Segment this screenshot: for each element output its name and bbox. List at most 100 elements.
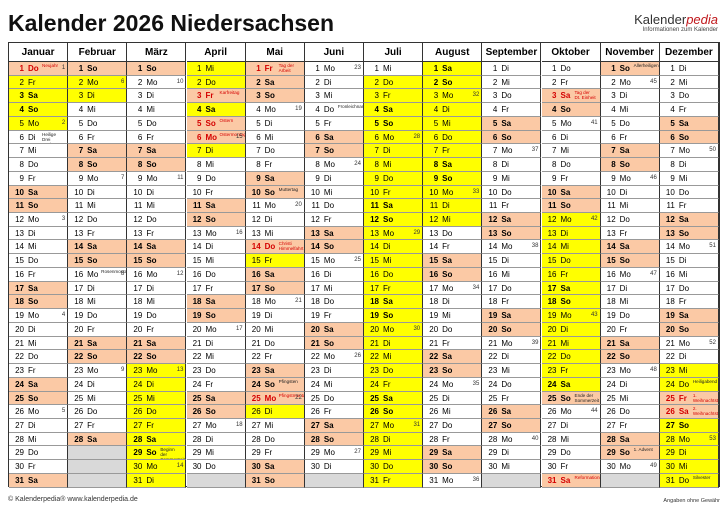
weekday: Mo [87,173,99,183]
day-cell: 19 Sa [659,309,719,323]
day-note: Ende der Sommerzeit [574,392,600,403]
day-number: 14 [251,242,261,252]
day-number: 4 [137,105,143,115]
weekday: Di [264,215,273,225]
weekday: So [442,462,453,472]
day-number: 21 [192,338,202,348]
weekday: So [146,64,157,73]
weekday: Di [146,187,154,197]
weekday: Fr [146,132,154,142]
week-number: 52 [709,339,716,346]
weekday: Sa [442,64,452,73]
week-number: 31 [413,421,421,428]
day-number: 12 [370,215,379,225]
day-number: 5 [670,118,675,128]
weekday: Fr [323,311,332,321]
weekday: Do [205,269,216,279]
day-number: 25 [488,393,498,403]
week-number: 25 [354,257,361,264]
day-cell: 13 Mo 29 [364,226,424,241]
day-number: 3 [78,91,84,101]
day-number: 25 [547,393,557,403]
day-cell: 3 Sa [9,89,69,104]
day-cell: 21 Fr [423,336,483,351]
day-number: 23 [370,366,379,376]
day-number: 17 [370,283,379,293]
day-number: 9 [315,173,320,183]
day-number: 20 [665,324,675,334]
weekday: Di [442,297,450,307]
weekday: Fr [383,283,391,293]
weekday: Do [28,64,39,73]
weekday: Do [560,160,571,170]
weekday: Mi [678,269,688,279]
day-number: 19 [74,311,84,321]
day-number: 11 [489,201,498,211]
day-cell: 16 Fr [541,267,601,282]
day-cell: 10 Fr [186,185,246,200]
day-cell: 1 So [68,62,128,76]
day-number: 17 [15,283,24,293]
week-number: 44 [590,408,598,415]
day-cell: 29 Mo 27 [304,446,364,461]
day-cell: 25MoPfingstmontag22 [245,391,305,406]
weekday: Di [560,228,569,238]
weekday: Sa [323,228,334,238]
weekday: Mo [678,434,690,444]
footer-right: Angaben ohne Gewähr [663,498,720,504]
day-cell: 4 Sa [364,103,424,117]
day-number: 26 [606,407,616,417]
day-number: 8 [315,160,320,170]
day-cell: 22 Mi [186,350,246,365]
weekday: So [619,256,630,266]
day-number: 9 [256,173,261,183]
empty-cell [186,473,246,488]
day-cell: 2 Mo 45 [600,75,660,90]
day-note: Fronleichnam [337,104,364,110]
weekday: Do [501,283,512,293]
day-number: 26 [547,407,557,417]
day-cell: 26 Fr [304,405,364,419]
day-note: Christi Himmelfahrt [278,241,304,252]
day-cell: 28 Mo 40 [482,432,542,447]
day-number: 17 [547,283,557,293]
day-number: 9 [374,173,379,183]
day-number: 29 [370,448,379,458]
weekday: So [383,311,394,321]
weekday: Di [383,434,391,444]
weekday: Mo [442,475,454,485]
day-cell: 24 So Pfingsten [245,377,305,392]
weekday: Di [205,146,214,156]
weekday: Fr [619,228,628,238]
weekday: Mi [146,105,155,115]
weekday: Sa [501,118,512,128]
day-cell: 12 Fr [304,213,364,227]
weekday: Fr [87,132,95,142]
day-number: 13 [133,228,143,238]
day-number: 9 [433,173,439,183]
day-cell: 22 Fr [245,350,305,365]
day-number: 5 [19,118,24,128]
weekday: Di [146,379,154,389]
day-number: 11 [429,201,439,211]
day-number: 30 [665,462,675,472]
day-cell: 16 Mo Rosenmontag 8 [68,267,128,282]
day-cell: 1 Fr Tag der Arbeit [245,62,305,76]
day-number: 18 [429,297,439,307]
day-cell: 20 Mi [245,322,305,337]
weekday: Fr [560,269,569,279]
day-number: 24 [192,379,202,389]
weekday: Mi [28,434,37,444]
weekday: Fr [560,366,569,376]
day-cell: 12 Mi [423,213,483,227]
weekday: Do [501,187,512,197]
day-number: 7 [137,146,143,156]
day-cell: 8 Do [541,158,601,172]
day-number: 26 [429,407,439,417]
day-cell: 12 Do [600,213,660,227]
day-cell: 5 Mi [423,116,483,131]
month-header: September [482,43,542,62]
day-number: 18 [310,297,320,307]
day-cell: 9 Do [186,171,246,186]
